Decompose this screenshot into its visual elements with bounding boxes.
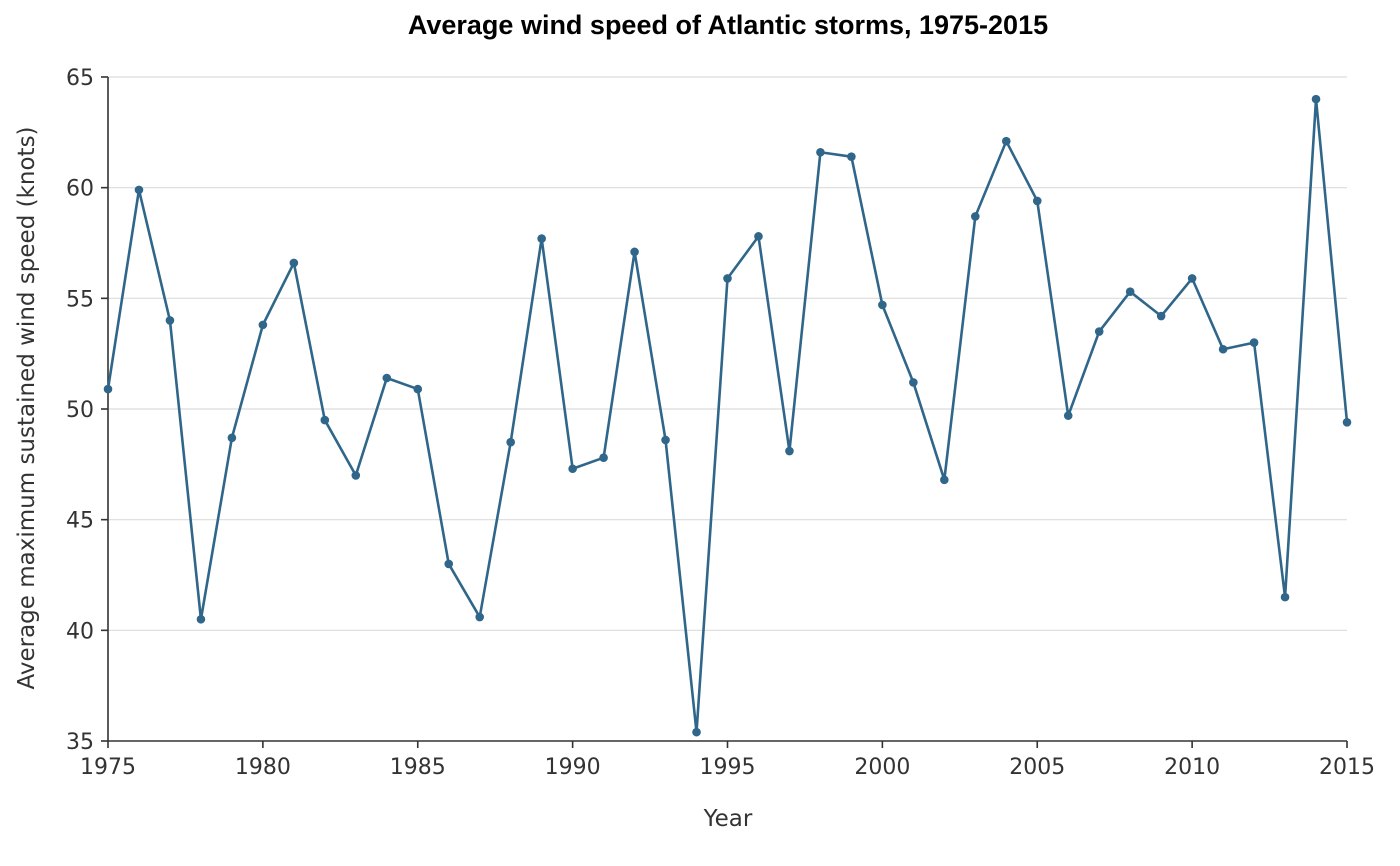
x-tick-label-1985: 1985: [390, 755, 446, 780]
data-point-1980: [258, 320, 268, 330]
data-point-2004: [1001, 136, 1011, 146]
data-point-1996: [754, 232, 763, 241]
data-point-2015: [1342, 417, 1352, 427]
y-tick-label-45: 45: [66, 509, 94, 534]
data-point-1984: [382, 373, 392, 383]
data-point-1993: [661, 435, 670, 445]
y-axis-ticks: 35 40 45 50 55 60 65: [66, 66, 108, 755]
data-point-1990: [568, 464, 577, 474]
data-point-2006: [1063, 411, 1073, 420]
data-point-2003: [971, 212, 980, 221]
data-point-2014: [1311, 94, 1321, 104]
data-point-1987: [475, 612, 485, 622]
x-tick-label-2010: 2010: [1164, 755, 1220, 780]
chart-title: Average wind speed of Atlantic storms, 1…: [408, 10, 1048, 40]
data-point-1994: [692, 727, 701, 737]
data-point-1978: [196, 614, 206, 624]
y-tick-label-40: 40: [66, 619, 94, 644]
data-point-1999: [847, 152, 856, 161]
data-point-1998: [816, 147, 825, 157]
data-point-2005: [1032, 196, 1042, 206]
y-tick-label-50: 50: [66, 398, 94, 423]
x-axis-ticks: 1975 1980 1985 1990 1995 2000 2005 2010 2015: [80, 741, 1375, 780]
y-tick-label-35: 35: [66, 730, 94, 755]
y-tick-label-55: 55: [66, 287, 94, 312]
x-tick-label-1975: 1975: [80, 755, 136, 780]
data-point-1975: [103, 384, 113, 394]
x-tick-label-1995: 1995: [700, 755, 756, 780]
x-tick-label-1990: 1990: [545, 755, 601, 780]
gridlines: [108, 76, 1347, 631]
data-point-2012: [1249, 338, 1259, 347]
x-tick-label-2005: 2005: [1009, 755, 1065, 780]
data-point-1985: [413, 384, 423, 394]
y-tick-label-60: 60: [66, 177, 94, 202]
data-point-1983: [351, 471, 361, 480]
data-point-1976: [134, 185, 144, 195]
data-point-2009: [1156, 311, 1166, 321]
data-point-1997: [785, 446, 794, 456]
data-point-1981: [289, 258, 299, 268]
data-point-1995: [723, 274, 732, 283]
data-point-1977: [165, 316, 175, 325]
data-point-2000: [878, 300, 887, 310]
data-point-1982: [320, 415, 330, 425]
y-tick-label-65: 65: [66, 66, 94, 91]
data-point-2001: [909, 378, 918, 387]
data-point-1988: [506, 437, 515, 447]
data-point-1979: [227, 433, 237, 443]
data-point-1989: [537, 234, 546, 243]
data-point-2002: [940, 475, 949, 485]
data-point-2010: [1187, 274, 1197, 283]
data-point-1991: [599, 453, 608, 462]
data-point-2007: [1094, 327, 1104, 336]
data-point-2013: [1280, 592, 1290, 602]
data-points: [103, 94, 1352, 737]
x-tick-label-1980: 1980: [235, 755, 291, 780]
y-axis-title: Average maximum sustained wind speed (kn…: [14, 126, 40, 689]
data-point-1986: [444, 559, 454, 569]
x-axis-title: Year: [703, 806, 753, 832]
series-line: [106, 97, 1349, 734]
data-point-2011: [1218, 344, 1228, 354]
data-point-1992: [630, 247, 639, 257]
x-tick-label-2000: 2000: [854, 755, 910, 780]
x-tick-label-2015: 2015: [1319, 755, 1375, 780]
data-point-2008: [1125, 287, 1135, 296]
